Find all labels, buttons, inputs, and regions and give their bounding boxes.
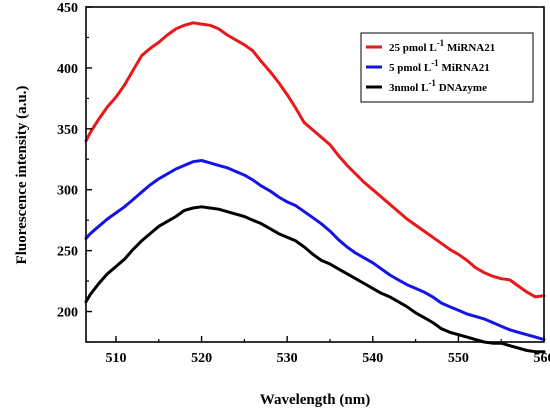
legend-label-3: 3nmol L-1 DNAzyme bbox=[389, 78, 487, 94]
x-axis-label: Wavelength (nm) bbox=[260, 392, 370, 408]
y-tick-label: 350 bbox=[57, 123, 78, 138]
legend: 25 pmol L-1 MiRNA21 5 pmol L-1 MiRNA21 3nm… bbox=[360, 32, 534, 103]
y-tick-label: 200 bbox=[57, 306, 78, 321]
x-tick-label: 540 bbox=[362, 351, 383, 366]
legend-box bbox=[360, 32, 534, 103]
x-tick-label: 560 bbox=[534, 351, 550, 366]
y-axis-label: Fluorescence intensity (a.u.) bbox=[14, 86, 30, 265]
y-axis-ticks: 200 250 300 350 400 450 bbox=[57, 1, 92, 343]
x-tick-label: 550 bbox=[448, 351, 469, 366]
plot-lines bbox=[84, 21, 546, 354]
series-line-2 bbox=[84, 159, 546, 342]
legend-label-2: 5 pmol L-1 MiRNA21 bbox=[389, 58, 490, 74]
x-tick-label: 530 bbox=[277, 351, 298, 366]
x-axis-ticks: 510 520 530 540 550 560 bbox=[105, 336, 550, 366]
y-tick-label: 400 bbox=[57, 62, 78, 77]
plot-frame bbox=[85, 6, 545, 343]
y-tick-label: 450 bbox=[57, 1, 78, 16]
legend-label-1: 25 pmol L-1 MiRNA21 bbox=[389, 38, 495, 54]
series-line-1 bbox=[84, 21, 546, 299]
x-tick-label: 520 bbox=[191, 351, 212, 366]
y-tick-label: 300 bbox=[57, 184, 78, 199]
y-tick-label: 250 bbox=[57, 245, 78, 260]
x-tick-label: 510 bbox=[105, 351, 126, 366]
series-line-3 bbox=[84, 205, 546, 354]
